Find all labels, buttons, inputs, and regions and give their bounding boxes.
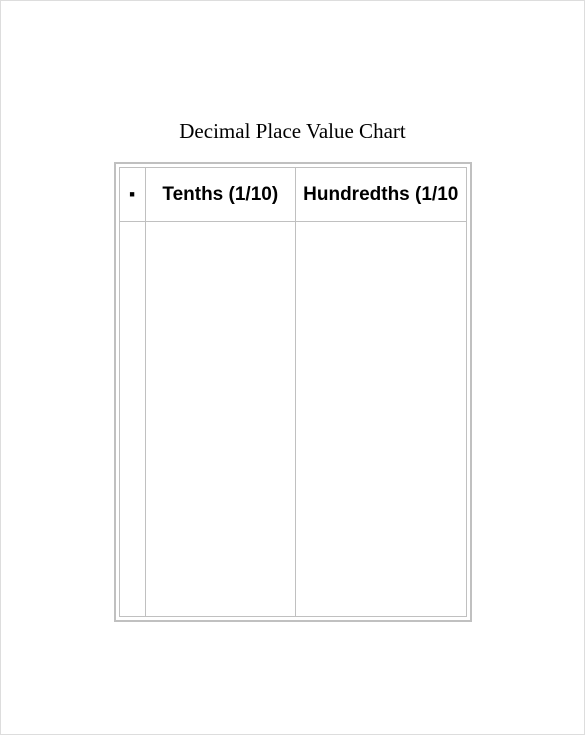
cell-hundredths xyxy=(295,222,466,617)
column-header-decimal-point: ■ xyxy=(119,168,145,222)
cell-tenths xyxy=(145,222,295,617)
page-title: Decimal Place Value Chart xyxy=(1,119,584,144)
column-header-hundredths: Hundredths (1/10 xyxy=(295,168,466,222)
table-row xyxy=(119,222,466,617)
cell-decimal-point xyxy=(119,222,145,617)
place-value-table: ■ Tenths (1/10) Hundredths (1/10 xyxy=(119,167,467,617)
place-value-table-frame: ■ Tenths (1/10) Hundredths (1/10 xyxy=(114,162,472,622)
column-header-tenths: Tenths (1/10) xyxy=(145,168,295,222)
table-header-row: ■ Tenths (1/10) Hundredths (1/10 xyxy=(119,168,466,222)
